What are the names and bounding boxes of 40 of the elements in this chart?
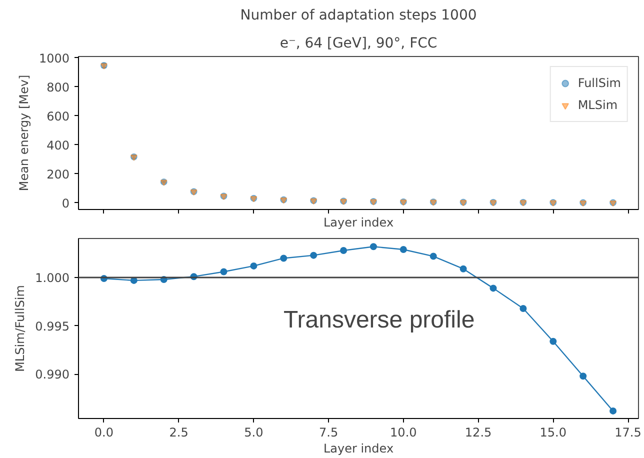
- x-tick-label: 5.0: [244, 426, 264, 440]
- y-axis-title: Mean energy [Mev]: [16, 74, 31, 192]
- point: [460, 265, 467, 272]
- point: [340, 246, 348, 254]
- y-tick-label: 1000: [38, 51, 70, 66]
- point: [520, 304, 527, 312]
- x-tick-label: 17.5: [614, 426, 642, 440]
- point: [280, 254, 288, 262]
- annotation: Transverse profile: [284, 306, 475, 334]
- point: [220, 268, 228, 276]
- point: [490, 284, 497, 292]
- y-tick-label: 0: [62, 196, 70, 210]
- x-axis-title: Layer index: [323, 442, 394, 456]
- y-axis-title: MLSim/FullSim: [13, 285, 28, 372]
- y-tick-label: 600: [46, 109, 70, 124]
- point: [610, 407, 617, 414]
- legend-label: MLSim: [578, 98, 618, 112]
- x-tick-label: 12.5: [464, 426, 492, 440]
- y-tick-label: 400: [46, 138, 70, 152]
- y-tick-label: 800: [46, 80, 70, 94]
- y-tick-label: 1.000: [35, 271, 70, 286]
- x-tick-label: 15.0: [540, 426, 567, 440]
- point: [430, 252, 437, 260]
- y-tick-label: 0.990: [35, 368, 70, 382]
- x-tick-label: 7.5: [319, 426, 338, 440]
- point: [400, 246, 407, 254]
- point: [310, 252, 318, 259]
- point: [550, 338, 557, 345]
- x-tick-label: 10.0: [390, 426, 417, 440]
- chart-title: Number of adaptation steps 1000: [240, 8, 477, 24]
- point: [580, 372, 587, 380]
- point: [370, 243, 377, 250]
- chart-subtitle: e⁻, 64 [GeV], 90°, FCC: [280, 36, 438, 52]
- y-tick-label: 200: [46, 167, 70, 182]
- y-tick-label: 0.995: [35, 319, 70, 334]
- legend-label: FullSim: [578, 76, 621, 90]
- x-tick-label: 2.5: [169, 426, 188, 440]
- x-tick-label: 0.0: [94, 426, 114, 440]
- point: [250, 262, 258, 270]
- x-axis-title: Layer index: [323, 216, 394, 230]
